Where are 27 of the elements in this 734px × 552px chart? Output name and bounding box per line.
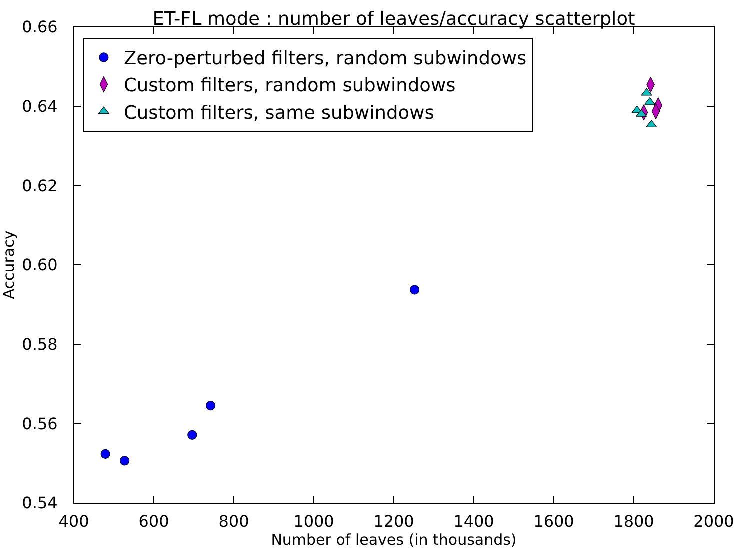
y-tick-label: 0.58 (22, 334, 58, 354)
point (120, 456, 130, 466)
legend-label: Custom filters, same subwindows (124, 102, 434, 124)
x-tick-label: 1200 (374, 512, 414, 532)
x-tick-label: 400 (58, 512, 90, 532)
y-tick-label: 0.56 (22, 414, 58, 434)
legend-label: Zero-perturbed filters, random subwindows (124, 48, 527, 70)
y-axis-title: Accuracy (0, 230, 18, 300)
point (410, 285, 420, 295)
x-axis-title: Number of leaves (in thousands) (271, 531, 517, 550)
chart-title: ET-FL mode : number of leaves/accuracy scatterplot (152, 9, 636, 30)
x-tick-label: 1600 (534, 512, 574, 532)
x-tick-label: 2000 (694, 512, 734, 532)
legend-label: Custom filters, random subwindows (124, 76, 456, 97)
y-tick-label: 0.66 (22, 18, 58, 37)
y-tick-label: 0.64 (22, 96, 58, 116)
point (206, 401, 216, 411)
y-tick-label: 0.62 (22, 176, 58, 196)
y-tick-label: 0.60 (22, 256, 58, 275)
x-tick-label: 1400 (454, 512, 494, 532)
x-tick-label: 1000 (294, 512, 334, 532)
x-tick-label: 1800 (614, 512, 654, 532)
x-tick-label: 800 (218, 512, 250, 532)
y-tick-label: 0.54 (22, 494, 58, 513)
point (188, 430, 198, 440)
x-tick-label: 600 (138, 512, 170, 532)
point (100, 449, 110, 460)
